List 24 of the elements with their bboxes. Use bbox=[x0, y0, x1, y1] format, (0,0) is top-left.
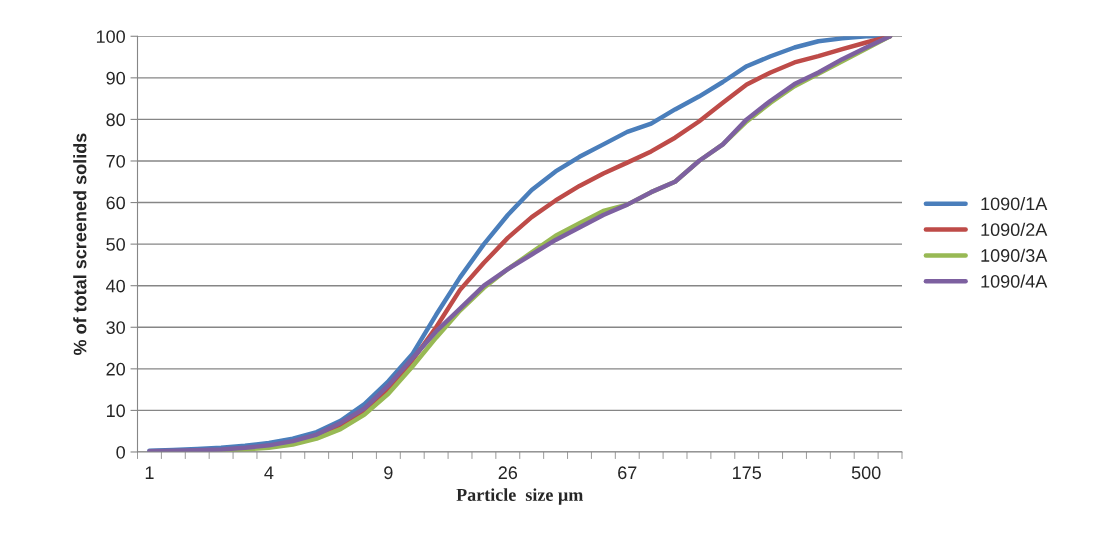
y-tick-label: 20 bbox=[106, 362, 125, 376]
x-tick-label: 1 bbox=[145, 466, 154, 479]
y-tick-label: 100 bbox=[96, 30, 125, 43]
y-tick-label: 90 bbox=[106, 71, 125, 85]
x-tick-label: 26 bbox=[498, 466, 518, 480]
y-tick-label: 60 bbox=[106, 196, 125, 210]
legend-label: 1090/1A bbox=[981, 196, 1048, 211]
x-tick-label: 9 bbox=[384, 466, 393, 480]
y-tick-label: 30 bbox=[106, 321, 125, 334]
legend-label: 1090/2A bbox=[981, 222, 1048, 237]
x-tick-label: 175 bbox=[733, 466, 762, 480]
y-tick-label: 40 bbox=[106, 279, 125, 293]
x-tick-label: 67 bbox=[618, 466, 637, 480]
y-tick-label: 80 bbox=[106, 113, 125, 127]
x-axis-title: Particle size µm bbox=[456, 488, 584, 505]
legend-label: 1090/4A bbox=[981, 274, 1048, 288]
y-tick-label: 10 bbox=[106, 404, 125, 418]
x-tick-label: 4 bbox=[264, 466, 274, 479]
y-axis-title: % of total screened solids bbox=[73, 133, 87, 356]
x-tick-label: 500 bbox=[851, 466, 881, 480]
y-tick-label: 70 bbox=[106, 154, 125, 168]
legend-label: 1090/3A bbox=[981, 248, 1048, 262]
y-tick-label: 0 bbox=[116, 445, 125, 459]
y-tick-label: 50 bbox=[106, 238, 125, 251]
